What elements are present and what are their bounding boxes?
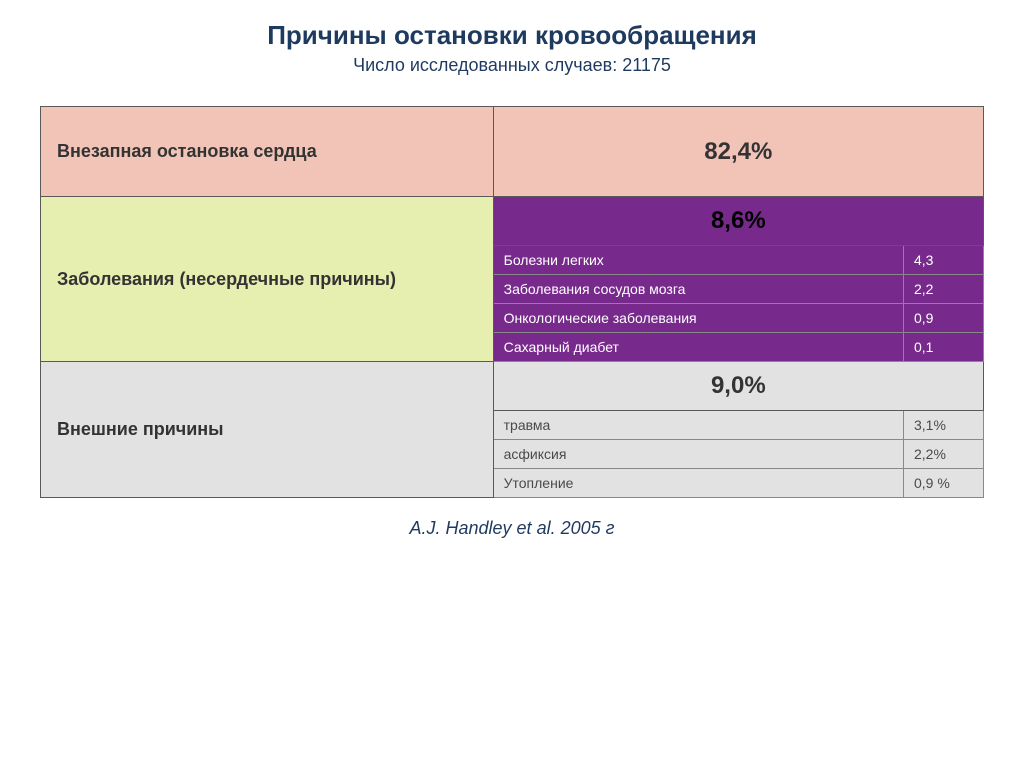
- row2-label: Заболевания (несердечные причины): [41, 197, 494, 362]
- row2-sub4-val: 0,1: [904, 333, 984, 362]
- row2-sub2-label: Заболевания сосудов мозга: [493, 275, 903, 304]
- row1-label: Внезапная остановка сердца: [41, 107, 494, 197]
- citation: A.J. Handley et al. 2005 г: [40, 518, 984, 539]
- row2-pct: 8,6%: [493, 197, 983, 246]
- row1-pct: 82,4%: [493, 107, 983, 197]
- row3-sub3-label: Утопление: [493, 469, 903, 498]
- row3-pct: 9,0%: [493, 362, 983, 411]
- row2-sub2-val: 2,2: [904, 275, 984, 304]
- row3-sub2-label: асфиксия: [493, 440, 903, 469]
- row2-sub1-val: 4,3: [904, 246, 984, 275]
- row2-sub3-val: 0,9: [904, 304, 984, 333]
- row3-sub3-val: 0,9 %: [904, 469, 984, 498]
- row2-sub4-label: Сахарный диабет: [493, 333, 903, 362]
- causes-table: Внезапная остановка сердца 82,4% Заболев…: [40, 106, 984, 498]
- row2-sub3-label: Онкологические заболевания: [493, 304, 903, 333]
- row3-label: Внешние причины: [41, 362, 494, 498]
- row3-sub1-label: травма: [493, 411, 903, 440]
- row3-sub1-val: 3,1%: [904, 411, 984, 440]
- row3-sub2-val: 2,2%: [904, 440, 984, 469]
- page-subtitle: Число исследованных случаев: 21175: [40, 55, 984, 76]
- page-title: Причины остановки кровообращения: [40, 20, 984, 51]
- row2-sub1-label: Болезни легких: [493, 246, 903, 275]
